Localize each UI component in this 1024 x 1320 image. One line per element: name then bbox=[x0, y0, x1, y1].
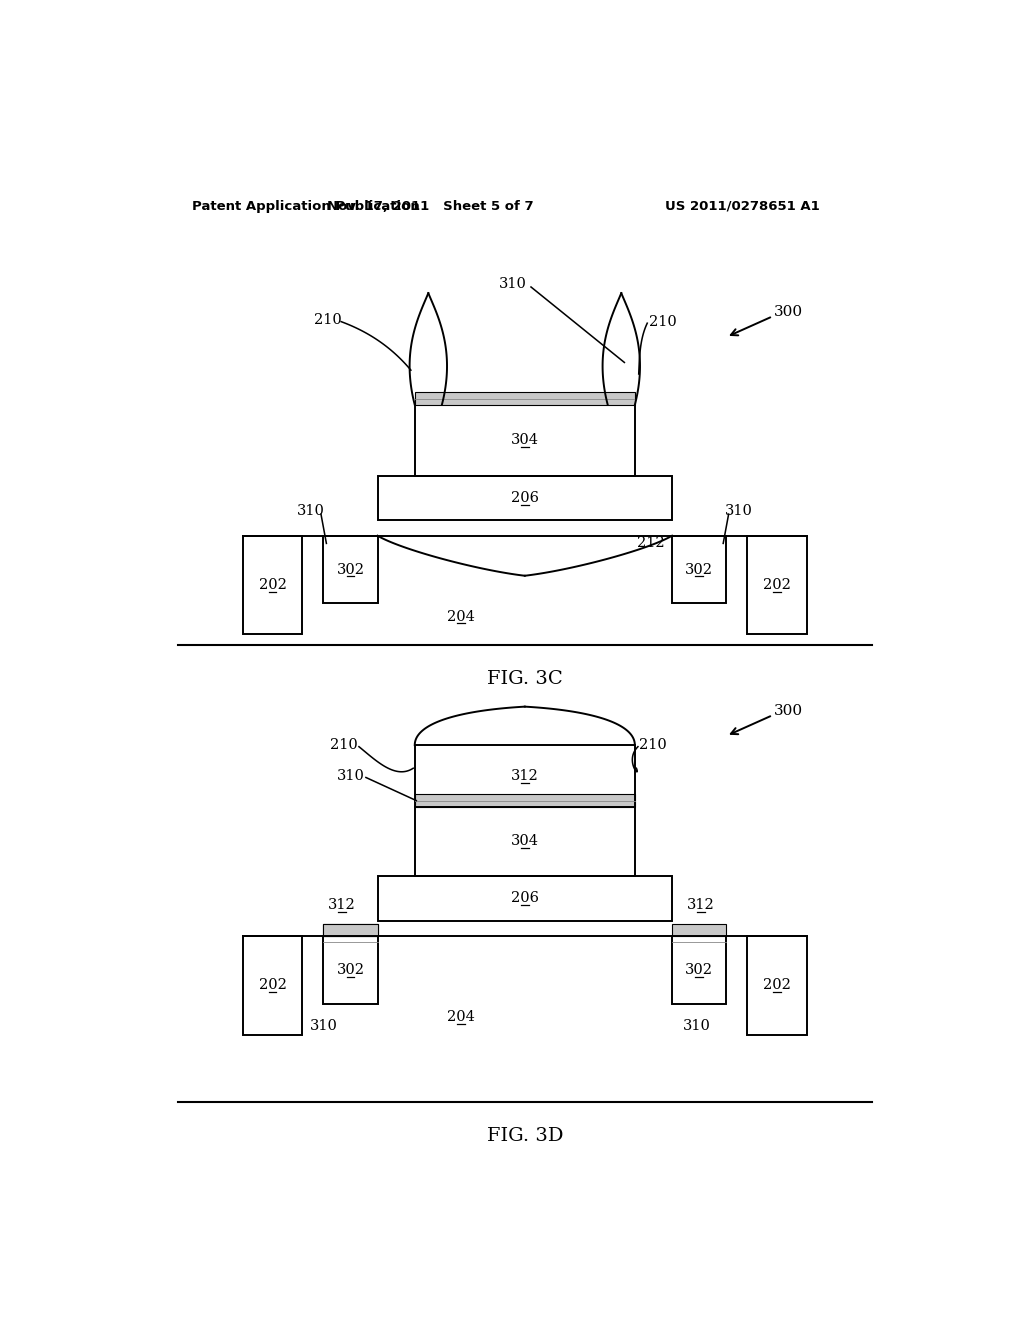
Text: 312: 312 bbox=[687, 899, 715, 912]
Bar bbox=[324, 924, 378, 936]
Text: US 2011/0278651 A1: US 2011/0278651 A1 bbox=[665, 199, 820, 213]
Text: 310: 310 bbox=[337, 770, 365, 783]
Text: 312: 312 bbox=[511, 770, 539, 783]
Bar bbox=[672, 924, 726, 936]
Bar bbox=[748, 536, 807, 635]
Bar bbox=[748, 936, 807, 1035]
Bar bbox=[415, 405, 635, 475]
Text: 310: 310 bbox=[297, 504, 325, 517]
Text: Patent Application Publication: Patent Application Publication bbox=[191, 199, 419, 213]
Bar bbox=[415, 807, 635, 876]
Text: 310: 310 bbox=[310, 1019, 338, 1034]
Text: FIG. 3D: FIG. 3D bbox=[486, 1127, 563, 1146]
Text: 210: 210 bbox=[640, 738, 668, 752]
Bar bbox=[378, 876, 672, 921]
Bar bbox=[324, 936, 378, 1003]
Bar bbox=[243, 536, 302, 635]
Text: Nov. 17, 2011   Sheet 5 of 7: Nov. 17, 2011 Sheet 5 of 7 bbox=[327, 199, 534, 213]
Text: 210: 210 bbox=[314, 313, 342, 327]
Bar bbox=[378, 475, 672, 520]
Bar bbox=[672, 936, 726, 1003]
Text: 212: 212 bbox=[637, 536, 665, 550]
Text: 202: 202 bbox=[763, 978, 791, 993]
Text: 310: 310 bbox=[683, 1019, 711, 1034]
Bar bbox=[324, 536, 378, 603]
Bar bbox=[324, 924, 378, 936]
Text: 304: 304 bbox=[511, 834, 539, 849]
Text: 206: 206 bbox=[511, 891, 539, 906]
Bar bbox=[672, 536, 726, 603]
Text: 310: 310 bbox=[500, 277, 527, 290]
Text: 302: 302 bbox=[685, 964, 713, 977]
Text: 310: 310 bbox=[725, 504, 753, 517]
Text: 210: 210 bbox=[649, 314, 677, 329]
Text: 300: 300 bbox=[774, 305, 804, 319]
Bar bbox=[415, 795, 635, 807]
Text: 206: 206 bbox=[511, 491, 539, 506]
Text: 210: 210 bbox=[330, 738, 357, 752]
Text: 202: 202 bbox=[259, 978, 287, 993]
Text: 302: 302 bbox=[337, 562, 365, 577]
Text: 202: 202 bbox=[259, 578, 287, 591]
Text: 300: 300 bbox=[774, 705, 804, 718]
Text: FIG. 3C: FIG. 3C bbox=[487, 671, 562, 688]
Text: 204: 204 bbox=[447, 610, 475, 623]
Text: 302: 302 bbox=[337, 964, 365, 977]
Bar bbox=[415, 744, 635, 807]
Text: 204: 204 bbox=[447, 1010, 475, 1024]
Bar bbox=[243, 936, 302, 1035]
Text: 304: 304 bbox=[511, 433, 539, 447]
Text: 312: 312 bbox=[328, 899, 355, 912]
Text: 202: 202 bbox=[763, 578, 791, 591]
Text: 302: 302 bbox=[685, 562, 713, 577]
Bar bbox=[415, 392, 635, 405]
